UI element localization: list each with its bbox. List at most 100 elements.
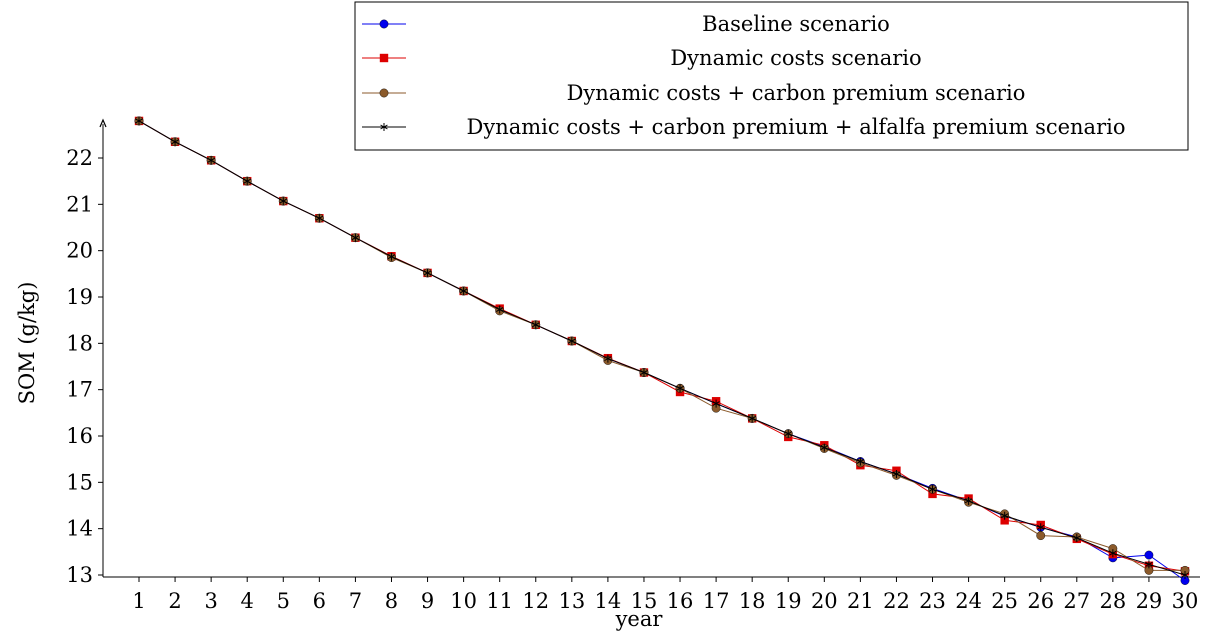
x-tick-label: 22: [883, 589, 910, 613]
data-point: [856, 457, 865, 466]
x-tick-label: 25: [991, 589, 1018, 613]
legend-item: Baseline scenario: [362, 12, 890, 36]
data-point: [892, 469, 901, 478]
legend-label: Dynamic costs + carbon premium scenario: [567, 81, 1026, 105]
y-axis-title: SOM (g/kg): [15, 282, 39, 405]
data-point: [748, 414, 756, 423]
data-point: [387, 252, 396, 261]
x-tick-label: 1: [132, 589, 145, 613]
x-axis-title: year: [615, 607, 664, 631]
x-tick-label: 24: [955, 589, 982, 613]
data-point: [1036, 531, 1046, 541]
y-tick-label: 16: [66, 424, 93, 448]
data-point: [423, 268, 432, 277]
data-point: [784, 429, 792, 438]
series-2: [134, 116, 1190, 576]
axes: [99, 118, 1200, 578]
data-point: [171, 137, 179, 146]
x-tick-label: 14: [595, 589, 622, 613]
data-point: [1181, 571, 1189, 579]
legend-marker: [379, 53, 389, 63]
data-point: [1109, 549, 1117, 558]
series-1: [134, 116, 1190, 585]
x-tick-label: 12: [522, 589, 549, 613]
x-tick-label: 11: [486, 589, 513, 613]
x-tick-label: 3: [204, 589, 217, 613]
y-tick-label: 19: [66, 285, 93, 309]
data-point: [1000, 516, 1009, 525]
legend-marker: [379, 19, 389, 29]
x-tick-label: 10: [450, 589, 477, 613]
data-point: [964, 496, 973, 505]
x-tick-label: 28: [1099, 589, 1126, 613]
x-tick-label: 17: [703, 589, 730, 613]
data-point: [532, 320, 540, 329]
legend-item: Dynamic costs + carbon premium scenario: [362, 81, 1025, 105]
data-point: [928, 489, 937, 499]
x-tick-label: 4: [241, 589, 254, 613]
y-axis-arrow: [99, 118, 107, 128]
data-point: [640, 368, 648, 377]
x-tick-label: 7: [349, 589, 362, 613]
x-tick-label: 5: [277, 589, 290, 613]
x-tick-label: 2: [168, 589, 181, 613]
series-lines: [134, 116, 1190, 585]
data-point: [243, 177, 251, 186]
legend-item: Dynamic costs + carbon premium + alfalfa…: [362, 115, 1125, 139]
legend-label: Baseline scenario: [702, 12, 890, 36]
x-tick-label: 26: [1027, 589, 1054, 613]
y-tick-label: 15: [66, 470, 93, 494]
legend-label: Dynamic costs scenario: [670, 46, 921, 70]
data-point: [315, 214, 324, 223]
data-point: [712, 399, 720, 408]
data-point: [1145, 560, 1153, 569]
x-tick-label: 27: [1063, 589, 1090, 613]
data-point: [568, 337, 576, 346]
series-line: [138, 120, 1185, 571]
data-point: [1073, 533, 1081, 542]
legend-marker: [379, 88, 389, 98]
x-tick-label: 29: [1136, 589, 1163, 613]
x-tick-label: 21: [847, 589, 874, 613]
y-tick-label: 22: [66, 146, 93, 170]
data-point: [1037, 523, 1045, 532]
data-point: [459, 286, 468, 295]
x-tick-label: 6: [313, 589, 326, 613]
legend-item: Dynamic costs scenario: [362, 46, 922, 70]
x-tick-label: 8: [385, 589, 398, 613]
data-point: [207, 156, 215, 165]
legend-marker: [380, 123, 388, 131]
data-point: [676, 384, 684, 393]
y-tick-label: 13: [66, 563, 93, 587]
series-line: [138, 120, 1186, 576]
series-line: [138, 120, 1186, 582]
x-tick-label: 13: [558, 589, 585, 613]
data-point: [279, 197, 287, 206]
y-tick-label: 14: [66, 517, 93, 541]
data-point: [135, 116, 143, 125]
x-tick-label: 15: [631, 589, 658, 613]
data-point: [928, 485, 937, 494]
y-tick-label: 18: [66, 331, 93, 355]
ticks: 1 2 3 4 5 6 7 8 9 10 11 12 13 14 15 16 17 18 19 20 21 22 23 24 2…: [66, 146, 1198, 613]
y-tick-label: 20: [66, 239, 93, 263]
x-tick-label: 19: [775, 589, 802, 613]
series-4: [135, 116, 1189, 579]
data-point: [820, 443, 829, 452]
legend-label: Dynamic costs + carbon premium + alfalfa…: [467, 115, 1126, 139]
x-tick-label: 20: [811, 589, 838, 613]
data-point: [604, 354, 612, 363]
data-point: [351, 233, 360, 242]
x-tick-label: 16: [667, 589, 694, 613]
data-point: [1000, 511, 1009, 520]
x-tick-label: 18: [739, 589, 766, 613]
y-tick-label: 21: [66, 192, 93, 216]
y-tick-label: 17: [66, 378, 93, 402]
x-tick-label: 30: [1172, 589, 1199, 613]
x-tick-label: 23: [919, 589, 946, 613]
data-point: [1144, 550, 1154, 560]
legend-box: [354, 1, 1189, 151]
x-tick-label: 9: [421, 589, 434, 613]
legend: Baseline scenario Dynamic costs scenario D…: [354, 1, 1189, 151]
